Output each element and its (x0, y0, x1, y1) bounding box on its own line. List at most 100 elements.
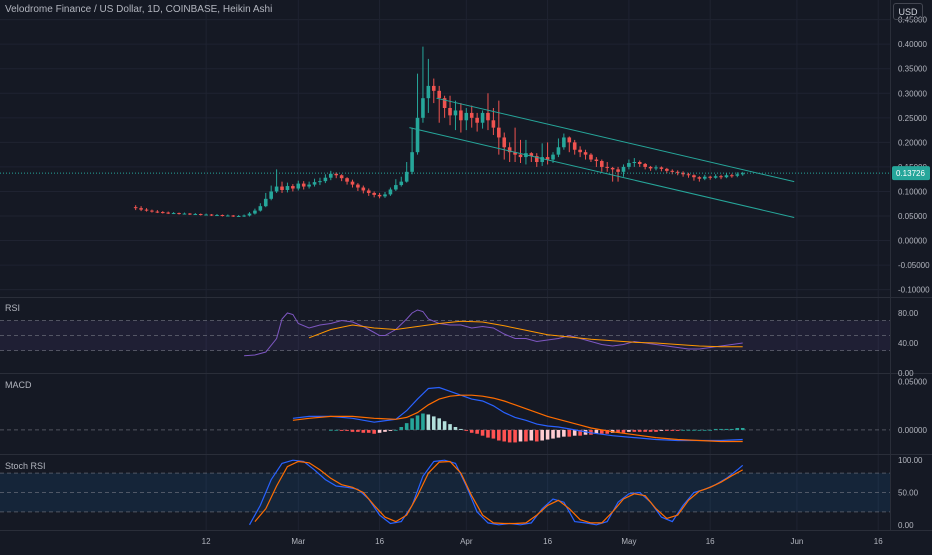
macd-histogram-bar (377, 429, 382, 433)
x-tick-label: May (621, 537, 636, 546)
candle-body (600, 161, 604, 167)
candle-body (258, 206, 263, 211)
candle-body (209, 214, 214, 216)
stoch-pane-label: Stoch RSI (5, 461, 46, 471)
macd-histogram-bar (464, 429, 469, 431)
candle-body (621, 166, 626, 172)
macd-histogram-bar (383, 429, 387, 432)
price-tick-label: -0.10000 (898, 286, 930, 295)
channel-lower-line (409, 127, 795, 218)
grid-layer (0, 0, 932, 531)
candle-body (144, 209, 149, 211)
candle-body (491, 120, 496, 128)
candle-body (150, 210, 154, 212)
candle-body (469, 112, 474, 118)
macd-histogram-bar (350, 429, 355, 432)
price-tick-label: 0.25000 (898, 114, 927, 123)
macd-histogram-bar (372, 429, 376, 434)
candle-body (740, 173, 745, 175)
macd-histogram-bar (600, 429, 604, 434)
macd-histogram-bar (616, 429, 620, 433)
candle-body (637, 162, 642, 164)
macd-histogram-bar (345, 429, 349, 431)
candle-body (643, 163, 647, 167)
macd-histogram-bar (551, 429, 555, 439)
candle-body (372, 192, 376, 195)
macd-histogram-bar (469, 429, 474, 433)
candle-body (253, 210, 257, 214)
candle-body (648, 166, 653, 169)
macd-histogram-bar (339, 429, 344, 431)
stoch-tick-label: 100.00 (898, 456, 923, 465)
candle-body (188, 213, 192, 215)
macd-histogram-bar (361, 429, 366, 433)
candle-body (383, 194, 387, 197)
macd-histogram-bar (627, 429, 631, 432)
macd-histogram-bar (730, 428, 734, 430)
x-tick-label: 16 (375, 537, 384, 546)
macd-histogram-bar (502, 429, 507, 442)
candle-body (236, 216, 241, 217)
chart-title: Velodrome Finance / US Dollar, 1D, COINB… (5, 4, 273, 15)
macd-histogram-bar (388, 429, 393, 431)
stoch-tick-label: 0.00 (898, 521, 914, 530)
candle-body (231, 215, 236, 217)
candle-body (198, 214, 203, 216)
candle-body (339, 175, 344, 179)
candle-body (556, 147, 561, 155)
candle-body (681, 172, 685, 175)
currency-button[interactable]: USD (893, 3, 923, 20)
macd-histogram-bar (681, 429, 685, 431)
candle-body (404, 171, 409, 182)
candle-body (735, 174, 740, 176)
macd-line (292, 386, 743, 442)
candle-body (654, 167, 658, 169)
rsi-pane-label: RSI (5, 303, 20, 313)
candle-body (269, 191, 273, 199)
candle-body (708, 176, 712, 178)
candle-body (388, 189, 393, 195)
channel-upper-line (436, 97, 795, 183)
candle-body (204, 214, 208, 216)
candle-body (627, 162, 631, 167)
macd-histogram-bar (562, 429, 566, 437)
macd-histogram-bar (740, 427, 745, 430)
price-tick-label: -0.05000 (898, 261, 930, 270)
candle-body (247, 213, 252, 216)
macd-histogram-bar (399, 427, 404, 430)
macd-histogram-bar (545, 429, 550, 440)
rsi-line (244, 309, 743, 357)
candle-body (274, 186, 279, 192)
candle-body (567, 137, 572, 143)
candle-body (323, 177, 328, 182)
candle-body (296, 183, 301, 189)
macd-histogram-bar (480, 429, 485, 436)
candle-body (155, 211, 160, 213)
macd-histogram-bar (540, 429, 544, 441)
macd-histogram-bar (404, 423, 409, 430)
candle-body (665, 168, 669, 171)
macd-pane-label: MACD (5, 380, 32, 390)
macd-histogram-bar (665, 429, 669, 431)
candle-body (356, 184, 360, 188)
macd-histogram-bar (654, 429, 658, 432)
macd-tick-label: 0.05000 (898, 378, 927, 387)
macd-histogram-bar (605, 429, 610, 434)
macd-histogram-bar (366, 429, 371, 433)
candle-body (345, 178, 349, 182)
candle-body (583, 152, 588, 155)
candle-body (361, 187, 366, 191)
price-tick-label: 0.40000 (898, 40, 927, 49)
candle-body (572, 142, 577, 150)
candle-body (426, 85, 431, 99)
rsi-ma-line (308, 320, 743, 348)
candle-body (437, 90, 441, 99)
price-tick-label: 0.45000 (898, 16, 927, 25)
macd-histogram-bar (437, 418, 441, 430)
candle-body (334, 173, 339, 176)
candle-body (464, 112, 469, 121)
candle-body (280, 186, 284, 190)
macd-histogram-bar (675, 429, 680, 431)
